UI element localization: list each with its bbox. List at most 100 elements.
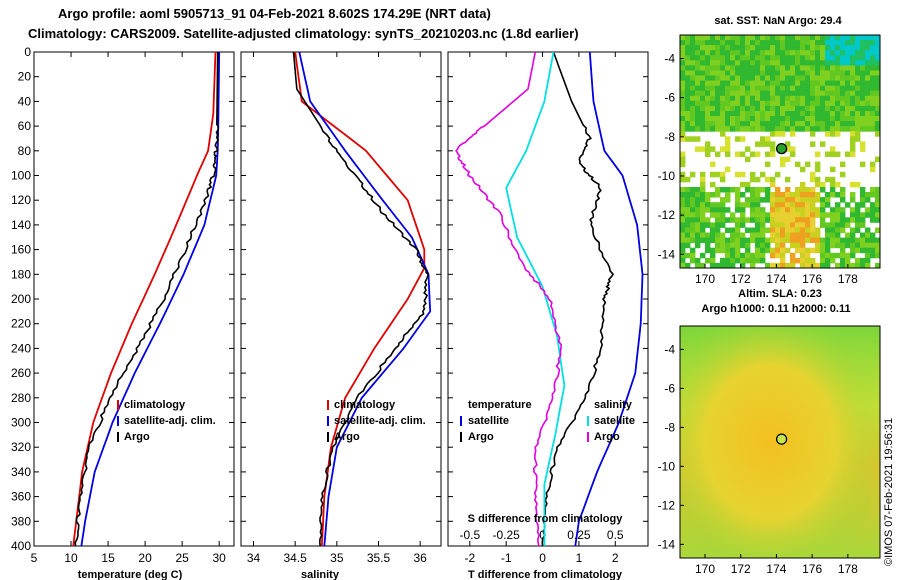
sst-cell — [810, 95, 816, 102]
sst-cell — [720, 95, 726, 102]
legend-label-t-satellite: satellite — [468, 415, 509, 427]
sst-cell — [735, 60, 741, 66]
s-diff-tick-label: -0.25 — [493, 528, 521, 542]
sst-cell — [835, 60, 841, 66]
sst-cell — [750, 116, 756, 122]
sst-cell — [690, 100, 696, 107]
depth-tick-label: 160 — [11, 243, 31, 257]
sst-cell — [845, 60, 851, 66]
sst-cell — [750, 80, 756, 87]
sst-cell — [810, 131, 816, 137]
sst-cell — [815, 126, 821, 132]
sst-cell — [715, 217, 721, 223]
sst-cell — [715, 247, 721, 254]
sst-cell — [730, 35, 736, 41]
sst-cell — [810, 207, 816, 213]
sst-cell — [825, 55, 831, 61]
map-y-tick-label: -10 — [658, 459, 676, 473]
sst-cell — [705, 192, 711, 198]
sst-cell — [715, 212, 721, 218]
sst-map-frame — [679, 34, 881, 269]
sst-cell — [805, 197, 811, 203]
map-x-tick-label: 170 — [695, 272, 715, 286]
sst-cell — [815, 181, 821, 188]
sst-cell — [855, 85, 861, 92]
sst-cell — [825, 192, 831, 198]
sst-cell — [770, 85, 776, 92]
depth-tick-label: 300 — [11, 416, 31, 430]
sst-cell — [680, 90, 686, 97]
sst-cell — [875, 121, 881, 127]
sst-cell — [820, 242, 826, 249]
sst-cell — [845, 222, 851, 228]
sst-cell — [795, 40, 801, 46]
sst-cell — [750, 202, 756, 208]
sst-cell — [825, 212, 831, 218]
sst-cell — [695, 257, 701, 264]
sst-cell — [800, 35, 806, 41]
x-tick-label: 36 — [413, 551, 427, 565]
sst-cell — [720, 232, 726, 238]
sst-cell — [755, 60, 761, 66]
sst-cell — [760, 222, 766, 228]
sst-cell — [850, 35, 856, 41]
sst-cell — [835, 252, 841, 259]
sst-cell — [800, 252, 806, 259]
sst-cell — [700, 45, 706, 51]
sst-cell — [725, 207, 731, 213]
sst-cell — [825, 100, 831, 107]
sst-cell — [825, 121, 831, 127]
sst-cell — [860, 126, 866, 132]
sst-cell — [775, 70, 781, 76]
sst-cell — [775, 95, 781, 102]
sst-cell — [815, 35, 821, 41]
depth-tick-label: 360 — [11, 490, 31, 504]
sst-cell — [790, 116, 796, 122]
sst-cell — [790, 262, 796, 269]
sst-cell — [735, 202, 741, 208]
sst-cell — [685, 252, 691, 259]
depth-tick-label: 320 — [11, 440, 31, 454]
sst-cell — [850, 212, 856, 218]
sst-cell — [710, 80, 716, 87]
sst-cell — [805, 40, 811, 46]
sst-cell — [845, 116, 851, 122]
sst-cell — [750, 252, 756, 259]
series-line-satellite-adj-clim- — [298, 51, 432, 547]
sst-cell — [730, 252, 736, 259]
sst-cell — [840, 126, 846, 132]
sst-cell — [825, 242, 831, 249]
sst-cell — [840, 100, 846, 107]
sst-cell — [815, 75, 821, 81]
depth-tick-label: 20 — [18, 70, 32, 84]
sst-cell — [750, 192, 756, 198]
sst-cell — [790, 252, 796, 259]
sst-cell — [865, 105, 871, 112]
sst-cell — [725, 192, 731, 198]
sst-cell — [850, 141, 856, 147]
sst-cell — [770, 80, 776, 87]
sst-cell — [820, 126, 826, 132]
sst-cell — [835, 105, 841, 112]
sst-cell — [730, 85, 736, 92]
x-tick-label: 35 — [330, 551, 344, 565]
sst-cell — [850, 232, 856, 238]
sst-cell — [845, 90, 851, 97]
sst-cell — [680, 207, 686, 213]
temperature-axis-ticks: 5 10 15 20 25 30 — [31, 52, 226, 565]
legend-label-argo: Argo — [334, 431, 360, 443]
sst-cell — [835, 237, 841, 244]
sst-cell — [715, 85, 721, 92]
sst-cell — [710, 90, 716, 97]
sst-cell — [770, 262, 776, 269]
sst-cell — [760, 45, 766, 51]
sst-cell — [875, 217, 881, 223]
sst-cell — [790, 212, 796, 218]
sst-cell — [700, 187, 706, 193]
sst-cell — [860, 35, 866, 41]
sst-cell — [830, 151, 836, 157]
sst-cell — [870, 121, 876, 127]
sst-cell — [860, 50, 866, 56]
sst-cell — [745, 202, 751, 208]
sst-cell — [740, 95, 746, 102]
